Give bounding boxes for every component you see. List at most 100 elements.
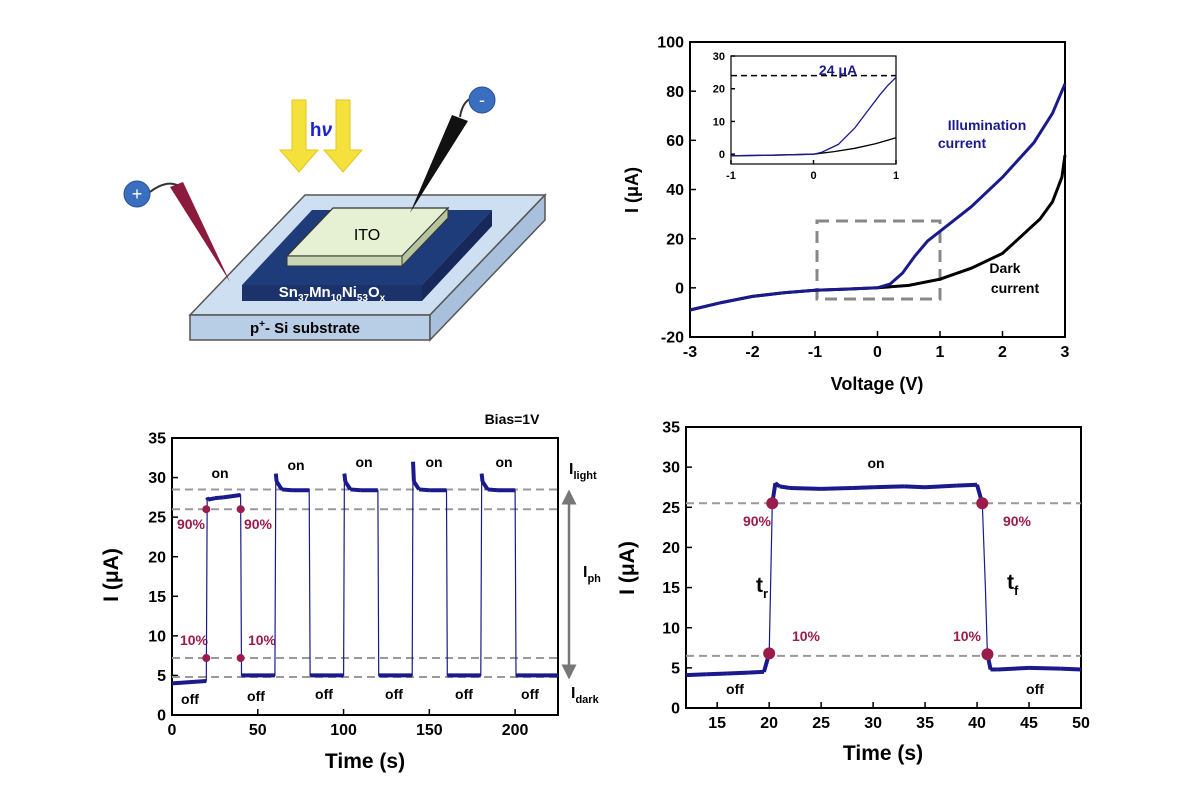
- threshold-marker: [766, 497, 779, 510]
- cycles-xlabel: Time (s): [325, 750, 405, 773]
- zoom-xlabel: Time (s): [843, 742, 923, 765]
- iv-chart: Illumination current Dark current Voltag…: [622, 35, 1070, 394]
- ito-side: [401, 206, 449, 268]
- on-label-2: on: [287, 457, 304, 473]
- photocurrent-segment: [412, 480, 421, 491]
- cycles-ylabel: I (μA): [100, 548, 123, 602]
- photocurrent-segment: [774, 481, 781, 488]
- x-tick-label: -3: [683, 344, 697, 361]
- photocurrent-segment: [685, 672, 707, 678]
- y-tick-label: 20: [713, 84, 725, 96]
- threshold-marker: [202, 505, 211, 514]
- y-tick-label: 100: [657, 35, 684, 52]
- x-tick-label: 100: [330, 722, 357, 739]
- off-label-2: off: [247, 688, 265, 704]
- x-tick-label: 50: [249, 722, 267, 739]
- positive-electrode-icon: [123, 180, 151, 208]
- y-tick-label: 15: [662, 580, 680, 597]
- y-tick-label: 40: [666, 182, 684, 199]
- photocurrent-thin-line: [685, 482, 1082, 676]
- x-tick-label: 25: [812, 715, 830, 732]
- film-front: [242, 285, 422, 301]
- threshold-marker: [236, 654, 245, 663]
- photocurrent-segment: [411, 461, 416, 482]
- p10-label-1: 10%: [180, 632, 209, 648]
- photocurrent-segment: [779, 484, 791, 490]
- photocurrent-segment: [342, 473, 348, 482]
- x-tick-label: 200: [502, 722, 529, 739]
- y-tick-label: 5: [157, 668, 166, 685]
- tr-label: tr: [756, 574, 768, 601]
- photocurrent-segment: [852, 485, 874, 491]
- y-tick-label: 30: [148, 470, 166, 487]
- x-tick-label: 0: [873, 344, 882, 361]
- y-tick-label: 30: [713, 51, 725, 63]
- zoom-off-label-1: off: [726, 681, 744, 697]
- y-tick-label: 0: [671, 701, 680, 718]
- minus-label: -: [479, 90, 485, 110]
- photocurrent-segment: [748, 669, 765, 675]
- cycles-frame: [171, 437, 559, 716]
- dark-label-2: current: [991, 280, 1040, 296]
- y-tick-label: 25: [662, 500, 680, 517]
- y-tick-label: 20: [148, 549, 166, 566]
- zoom-p90-right: 90%: [1003, 513, 1032, 529]
- ilight-label: Ilight: [569, 461, 597, 482]
- y-tick-label: 0: [719, 149, 725, 161]
- x-tick-label: -1: [808, 344, 822, 361]
- photocurrent-segment: [789, 486, 822, 491]
- illum-label-1: Illumination: [948, 117, 1027, 133]
- plus-label: +: [132, 184, 143, 204]
- on-label-4: on: [425, 454, 442, 470]
- zoom-frame: [685, 426, 1082, 709]
- p10-label-2: 10%: [248, 632, 277, 648]
- y-tick-label: 20: [666, 231, 684, 248]
- photocurrent-segment: [904, 484, 926, 490]
- photocurrent-segment: [956, 482, 978, 488]
- threshold-marker: [202, 654, 211, 663]
- y-tick-label: 30: [662, 460, 680, 477]
- photocurrent-segment: [223, 493, 241, 500]
- x-tick-label: 3: [1061, 344, 1070, 361]
- photocurrent-segment: [273, 473, 279, 482]
- photocurrent-segment: [706, 671, 728, 677]
- threshold-marker: [236, 505, 245, 514]
- y-tick-label: 25: [148, 510, 166, 527]
- threshold-marker: [981, 648, 994, 661]
- substrate-side: [429, 193, 546, 342]
- inset-illumination-line: [730, 76, 897, 157]
- photocurrent-segment: [487, 487, 499, 493]
- x-tick-label: 45: [1020, 715, 1038, 732]
- threshold-marker: [763, 647, 776, 660]
- illumination-current-line: [689, 83, 1067, 312]
- y-tick-label: 10: [713, 116, 725, 128]
- film-side: [422, 210, 492, 301]
- x-tick-label: 50: [1072, 715, 1090, 732]
- photocurrent-segment: [343, 480, 353, 491]
- inset-frame: [730, 55, 897, 165]
- x-tick-label: -2: [745, 344, 759, 361]
- photocurrent-segment: [821, 486, 853, 491]
- y-tick-label: 15: [148, 589, 166, 606]
- x-tick-label: 20: [760, 715, 778, 732]
- ito-front: [286, 255, 403, 267]
- hv-label: hν: [310, 120, 333, 141]
- light-arrow-right-icon: [322, 99, 364, 173]
- y-tick-label: 10: [148, 628, 166, 645]
- negative-electrode-icon: [468, 86, 496, 114]
- zoom-off-label-2: off: [1026, 681, 1044, 697]
- x-tick-label: 40: [968, 715, 986, 732]
- zoom-p10-right: 10%: [953, 628, 982, 644]
- x-tick-label: -1: [726, 170, 736, 182]
- y-tick-label: 35: [662, 420, 680, 437]
- photocurrent-segment: [924, 483, 957, 490]
- zoom-ylabel: I (μA): [616, 541, 639, 595]
- photocurrent-segment: [480, 480, 490, 491]
- off-label-3: off: [315, 686, 333, 702]
- film-formula: Sn37Mn10Ni53Ox: [279, 284, 386, 304]
- photocurrent-segment: [207, 496, 216, 502]
- iv-ylabel: I (μA): [622, 167, 642, 213]
- substrate-label: p+- Si substrate: [250, 319, 360, 337]
- negative-probe-icon: [410, 115, 468, 213]
